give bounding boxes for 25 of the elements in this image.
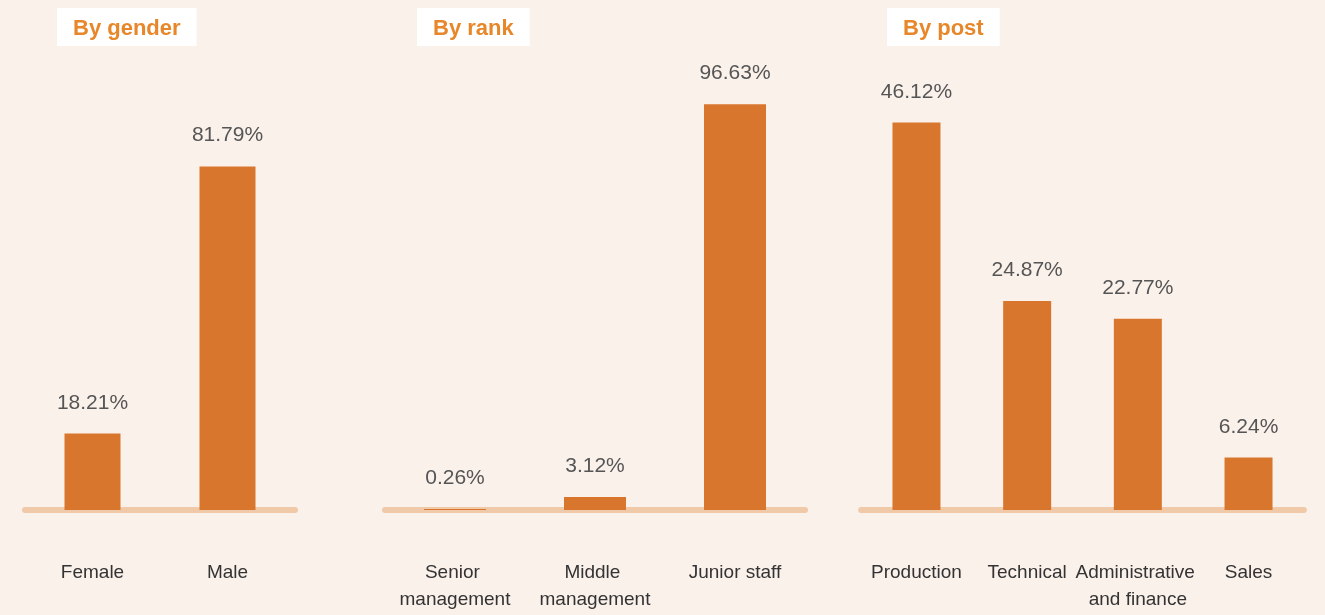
x-tick-label: Male bbox=[206, 561, 249, 582]
bar bbox=[892, 122, 941, 510]
data-label: 46.12% bbox=[880, 78, 953, 102]
data-label: 18.21% bbox=[56, 389, 129, 413]
data-label: 24.87% bbox=[991, 257, 1063, 281]
x-tick-label: Middle management bbox=[539, 561, 652, 609]
data-label: 6.24% bbox=[1218, 413, 1279, 437]
x-tick-label: Sales bbox=[1224, 561, 1273, 582]
data-label: 0.26% bbox=[425, 464, 485, 488]
bar bbox=[1113, 318, 1162, 510]
bar bbox=[1003, 301, 1052, 510]
x-tick-label: Female bbox=[60, 561, 125, 582]
chart-title: By gender bbox=[73, 14, 182, 40]
x-tick-label: Production bbox=[871, 561, 962, 582]
data-label: 3.12% bbox=[565, 452, 625, 476]
x-tick-label: Senior management bbox=[399, 561, 512, 609]
data-label: 96.63% bbox=[699, 60, 771, 84]
bar bbox=[1224, 457, 1273, 510]
data-label: 81.79% bbox=[191, 122, 264, 146]
data-label: 22.77% bbox=[1102, 274, 1174, 298]
chart-title: By post bbox=[903, 14, 985, 40]
x-tick-label: Junior staff bbox=[688, 561, 783, 582]
chart-title: By rank bbox=[433, 14, 515, 40]
x-tick-label: Technical bbox=[987, 561, 1067, 582]
x-tick-label: Administrative and finance bbox=[1075, 561, 1201, 609]
